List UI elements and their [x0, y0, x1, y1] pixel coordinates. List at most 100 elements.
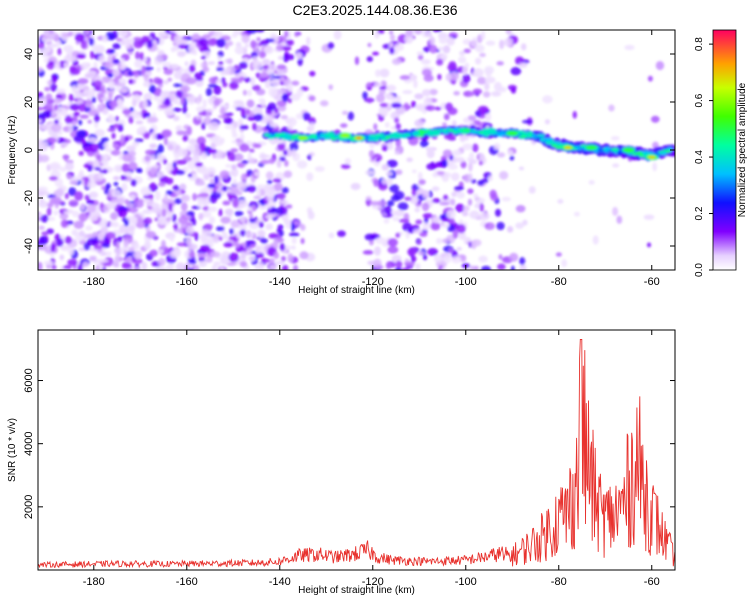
- noise-blob: [405, 30, 413, 37]
- noise-blob: [269, 264, 278, 270]
- noise-blob: [441, 238, 451, 244]
- noise-blob: [130, 216, 138, 226]
- noise-blob: [442, 149, 453, 158]
- noise-blob: [106, 202, 117, 210]
- noise-blob: [133, 242, 140, 250]
- noise-blob: [467, 115, 477, 122]
- noise-blob: [162, 158, 168, 165]
- noise-blob: [299, 251, 309, 260]
- noise-blob: [256, 187, 261, 197]
- noise-blob: [156, 78, 164, 85]
- noise-blob: [63, 154, 68, 162]
- noise-blob: [250, 40, 257, 49]
- noise-blob: [273, 240, 279, 249]
- y-tick-label: -20: [23, 190, 35, 206]
- noise-blob: [374, 246, 381, 256]
- noise-blob: [93, 244, 103, 250]
- noise-blob: [50, 110, 56, 117]
- noise-blob: [510, 265, 515, 270]
- noise-blob: [80, 202, 86, 211]
- noise-blob: [394, 267, 402, 270]
- noise-blob: [482, 91, 491, 98]
- noise-blob: [187, 160, 197, 170]
- noise-blob: [389, 184, 400, 193]
- noise-blob: [484, 222, 495, 231]
- noise-blob: [117, 235, 123, 243]
- noise-blob: [478, 255, 488, 263]
- noise-blob: [156, 153, 164, 162]
- noise-blob: [127, 224, 136, 232]
- noise-blob: [212, 238, 219, 244]
- noise-blob: [246, 99, 255, 108]
- noise-blob: [79, 169, 84, 177]
- noise-blob: [176, 130, 186, 136]
- noise-blob: [210, 251, 221, 258]
- spectrogram-panel: -180 -160 -140 -120 -100 -80 -60 -40 -20 0 20 40 Hei…: [7, 29, 676, 296]
- noise-blob: [413, 79, 418, 89]
- noise-blob: [274, 260, 285, 266]
- noise-blob: [113, 247, 125, 256]
- noise-blob: [200, 152, 208, 160]
- noise-blob: [284, 160, 289, 167]
- noise-blob: [143, 217, 153, 225]
- noise-blob: [436, 58, 444, 66]
- noise-blob: [456, 224, 466, 234]
- noise-blob: [480, 108, 487, 116]
- noise-blob: [260, 238, 268, 244]
- noise-blob: [244, 43, 250, 48]
- band-peak: [356, 137, 361, 139]
- band-speckle: [274, 133, 283, 137]
- noise-blob: [385, 262, 392, 270]
- noise-blob: [71, 210, 80, 218]
- noise-blob: [208, 148, 218, 154]
- noise-blob: [213, 85, 222, 95]
- noise-blob: [49, 161, 61, 172]
- noise-blob: [114, 255, 120, 264]
- noise-blob: [54, 177, 64, 188]
- band-speckle: [284, 136, 293, 140]
- band-speckle: [367, 138, 376, 142]
- noise-blob: [432, 30, 443, 33]
- noise-blob: [253, 143, 262, 149]
- noise-blob: [251, 204, 256, 210]
- noise-blob: [192, 192, 197, 201]
- noise-blob: [259, 205, 267, 210]
- noise-blob: [258, 230, 265, 238]
- band-speckle: [452, 130, 459, 134]
- noise-blob: [105, 147, 113, 153]
- band-peak: [426, 130, 441, 137]
- noise-blob: [108, 49, 116, 54]
- noise-blob: [285, 39, 294, 46]
- noise-blob: [119, 224, 128, 234]
- noise-blob: [387, 238, 398, 247]
- noise-blob: [85, 225, 93, 231]
- noise-blob: [477, 179, 485, 186]
- noise-blob: [64, 115, 72, 124]
- noise-blob: [129, 194, 136, 200]
- noise-blob: [287, 126, 293, 131]
- noise-blob: [384, 122, 390, 128]
- noise-blob: [254, 171, 260, 177]
- noise-blob: [477, 76, 487, 85]
- noise-blob: [414, 207, 421, 213]
- noise-blob: [185, 236, 193, 246]
- noise-blob: [412, 255, 417, 263]
- noise-blob: [143, 112, 151, 118]
- noise-blob: [273, 251, 280, 260]
- noise-blob: [415, 105, 424, 110]
- noise-blob: [478, 160, 483, 166]
- noise-blob: [165, 217, 172, 222]
- noise-blob: [78, 150, 84, 156]
- band-speckle: [462, 128, 472, 132]
- noise-blob: [333, 30, 342, 40]
- noise-blob: [298, 223, 304, 229]
- noise-blob: [454, 186, 465, 191]
- noise-blob: [419, 140, 429, 148]
- noise-blob: [442, 194, 449, 200]
- noise-blob: [453, 90, 460, 96]
- noise-blob: [419, 232, 428, 237]
- noise-blob: [217, 55, 222, 60]
- noise-blob: [442, 122, 447, 128]
- noise-blob: [185, 36, 193, 41]
- noise-blob: [112, 69, 120, 77]
